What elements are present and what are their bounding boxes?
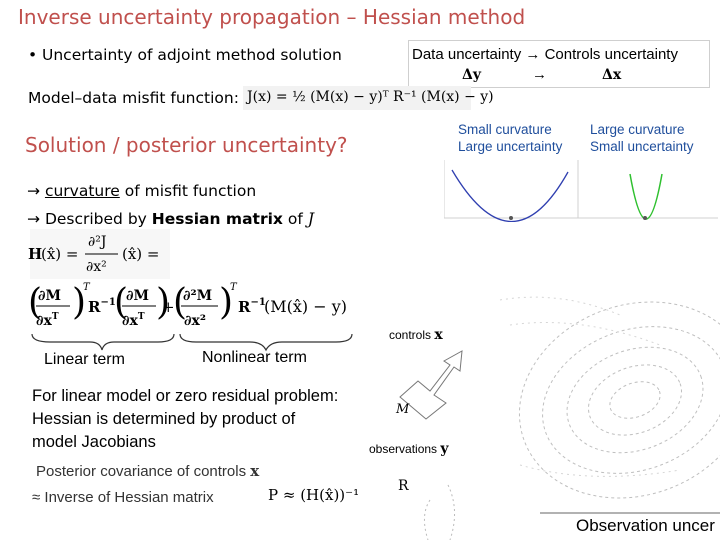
small-curvature-label: Small curvature Large uncertainty	[458, 122, 562, 154]
page-title: Inverse uncertainty propagation – Hessia…	[18, 5, 526, 29]
small-curvature-line1: Small curvature	[458, 122, 552, 137]
svg-text:R−1: R−1	[238, 297, 266, 316]
misfit-label: Model–data misfit function:	[28, 89, 239, 107]
controls-sym: x	[434, 327, 443, 343]
model-M-label: M	[396, 402, 410, 417]
svg-text:∂M: ∂M	[38, 288, 61, 304]
large-curvature-line2: Small uncertainty	[590, 139, 694, 154]
svg-text:): )	[72, 282, 86, 323]
svg-text:∂M: ∂M	[126, 288, 149, 304]
svg-text:(: (	[28, 282, 42, 323]
curvature-word: curvature	[44, 182, 120, 200]
right-arrow-icon: →	[532, 66, 547, 83]
large-curvature-label: Large curvature Small uncertainty	[590, 122, 694, 154]
svg-text:(x̂) =: (x̂) =	[122, 245, 158, 263]
described-by-text: Described by	[44, 210, 147, 228]
controls-uncertainty-text: Controls uncertainty	[544, 46, 678, 63]
hessian-expansion: ( ∂M ∂xT ) T R−1 ( ∂M ∂xT ) + ( ∂²M ∂x² …	[28, 282, 347, 329]
paragraph-line-3: model Jacobians	[32, 433, 156, 451]
bullet-dot-icon: •	[28, 46, 38, 64]
inverse-hessian-line: ≈ Inverse of Hessian matrix	[32, 489, 214, 506]
svg-text:∂x²: ∂x²	[86, 259, 107, 275]
svg-text:∂xT: ∂xT	[36, 312, 59, 329]
large-curvature-line1: Large curvature	[590, 122, 685, 137]
svg-text:∂²J: ∂²J	[88, 234, 106, 250]
curvature-rest: of misfit function	[124, 182, 257, 200]
svg-text:(: (	[114, 282, 128, 323]
hessian-point: → Described by Hessian matrix of J	[27, 210, 314, 228]
observations-text: observations	[369, 442, 438, 456]
svg-text:(x̂) =: (x̂) =	[41, 245, 79, 263]
svg-text:(M(x̂) − y): (M(x̂) − y)	[264, 297, 347, 316]
paragraph-line-2: Hessian is determined by product of	[32, 410, 296, 428]
svg-text:T: T	[230, 282, 238, 293]
svg-text:H: H	[28, 245, 42, 263]
posterior-question: Solution / posterior uncertainty?	[25, 133, 348, 157]
wide-parabola-min	[509, 216, 513, 220]
svg-text:T: T	[83, 282, 91, 293]
linear-term-label: Linear term	[44, 351, 125, 368]
nonlinear-brace	[179, 333, 353, 352]
linear-explanation: For linear model or zero residual proble…	[32, 385, 338, 454]
misfit-formula: J(x) = ½ (M(x) − y)ᵀ R⁻¹ (M(x) − y)	[247, 89, 494, 105]
observations-sym: y	[440, 441, 449, 457]
controls-text: controls	[389, 328, 432, 342]
posterior-covariance-line: Posterior covariance of controls x	[36, 462, 259, 480]
p-formula: P ≈ (H(x̂))⁻¹	[268, 486, 360, 504]
right-arrow-icon: →	[27, 210, 40, 228]
posterior-covariance-text: Posterior covariance of controls	[36, 463, 247, 480]
bullet-uncertainty: • Uncertainty of adjoint method solution	[28, 46, 342, 64]
observation-uncertainty-label: Observation uncer	[576, 516, 715, 535]
hessian-formula: H (x̂) = ∂²J ∂x² (x̂) =	[28, 234, 158, 275]
right-arrow-icon: →	[525, 46, 541, 63]
svg-text:): )	[156, 282, 170, 323]
narrow-parabola	[629, 173, 663, 220]
svg-text:): )	[219, 282, 233, 323]
nonlinear-term-label: Nonlinear term	[202, 349, 307, 366]
svg-text:R−1: R−1	[88, 297, 116, 316]
small-curvature-line2: Large uncertainty	[458, 139, 563, 154]
term-braces	[31, 333, 353, 352]
svg-text:+: +	[162, 298, 175, 316]
svg-text:∂²M: ∂²M	[183, 288, 212, 304]
R-label: R	[398, 478, 409, 494]
right-arrow-icon: →	[27, 182, 40, 200]
of-text: of	[287, 210, 303, 228]
narrow-parabola-min	[643, 216, 647, 220]
linear-brace	[31, 333, 175, 351]
svg-text:(: (	[173, 282, 187, 323]
bullet-text: Uncertainty of adjoint method solution	[42, 46, 342, 64]
delta-x-symbol: Δx	[602, 67, 622, 83]
delta-y-symbol: Δy	[462, 67, 481, 83]
arrow-shape	[399, 350, 463, 420]
controls-x-symbol: x	[250, 462, 260, 480]
wide-parabola	[451, 169, 569, 222]
hessian-matrix-text: Hessian matrix	[151, 210, 283, 228]
data-uncertainty-text: Data uncertainty	[412, 46, 522, 63]
controls-label: controls x	[389, 327, 443, 343]
curvature-point: → curvature of misfit function	[27, 182, 256, 200]
curvature-plots	[444, 160, 718, 222]
data-uncertainty-line: Data uncertainty → Controls uncertainty	[412, 46, 678, 63]
misfit-formula-box	[243, 86, 471, 110]
observations-label: observations y	[369, 441, 449, 457]
data-uncertainty-box	[408, 40, 710, 88]
contour-diagram	[399, 296, 720, 540]
paragraph-line-1: For linear model or zero residual proble…	[32, 387, 339, 405]
svg-text:∂x²: ∂x²	[184, 313, 206, 329]
j-symbol: J	[307, 210, 314, 228]
svg-text:∂xT: ∂xT	[122, 312, 145, 329]
